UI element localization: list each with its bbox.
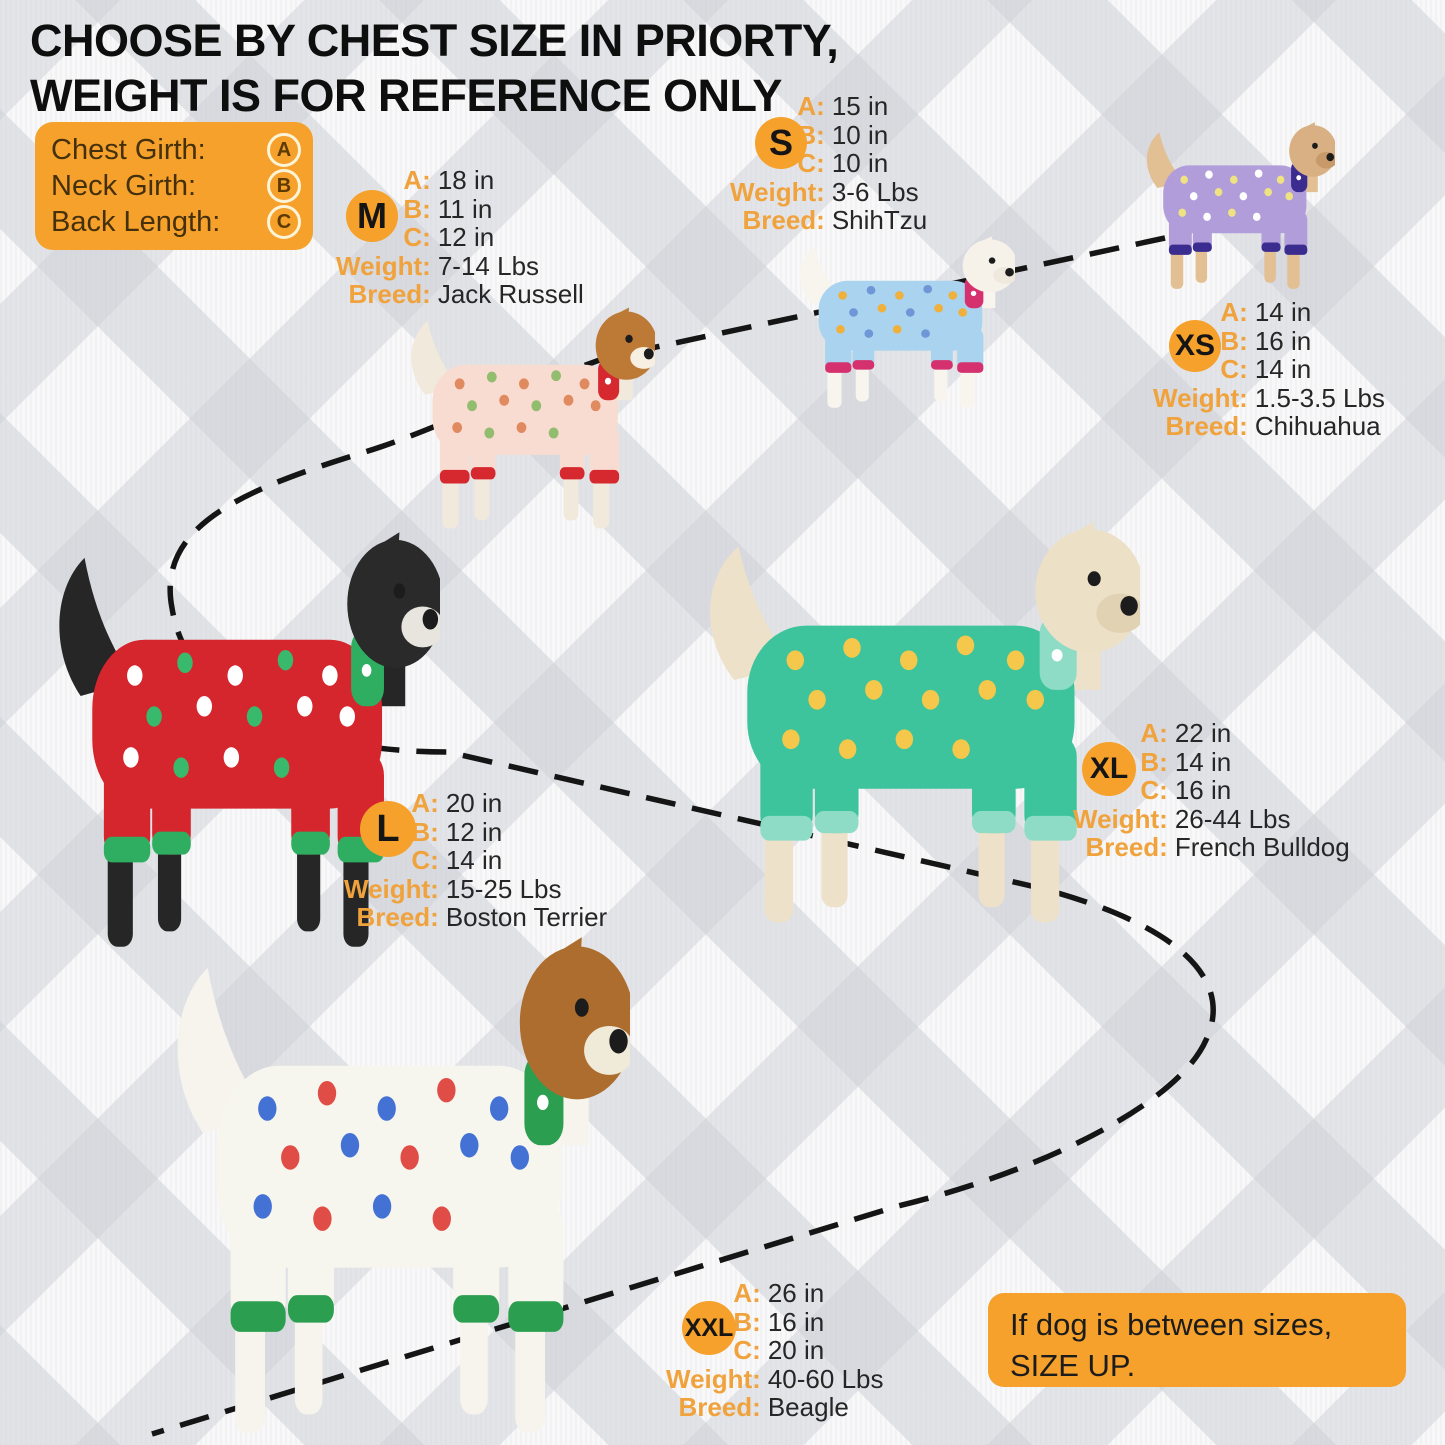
size-xs-rows: A: 14 in B: 16 in C: 14 in Weight: 1.5-3.5 L…	[1153, 298, 1385, 441]
weight-value: 3-6 Lbs	[831, 176, 919, 207]
size-s-rows: A: 15 in B: 10 in C: 10 in Weight: 3-6 Lbs B…	[730, 92, 927, 235]
letter-c-icon: C	[267, 205, 301, 239]
back-value: 10 in	[831, 148, 889, 178]
chest-label: A:	[1140, 718, 1168, 748]
breed-label: Breed:	[1085, 832, 1168, 862]
weight-value: 7-14 Lbs	[437, 250, 540, 281]
dog-beagle-illustration	[125, 925, 630, 1445]
size-up-note-line1: If dog is between sizes,	[1010, 1307, 1333, 1342]
chest-label: A:	[1220, 297, 1248, 327]
back-label: C:	[403, 222, 431, 252]
neck-label: B:	[733, 1306, 761, 1337]
page-title-line2: WEIGHT IS FOR REFERENCE ONLY	[30, 69, 782, 121]
dog-jack-russell-illustration	[383, 302, 655, 534]
size-l-rows: A: 20 in B: 12 in C: 14 in Weight: 15-25 Lbs…	[344, 789, 607, 932]
neck-label: B:	[411, 816, 439, 847]
chest-label: A:	[411, 788, 439, 818]
size-badge-xs: XS	[1169, 320, 1221, 372]
size-info-s: S A: 15 in B: 10 in C: 10 in Weight: 3-6 Lbs…	[730, 92, 927, 235]
breed-label: Breed:	[678, 1392, 761, 1422]
dog-chihuahua-illustration	[1125, 118, 1335, 293]
chest-value: 26 in	[767, 1278, 825, 1308]
breed-label: Breed:	[1165, 411, 1248, 441]
weight-value: 40-60 Lbs	[767, 1363, 884, 1394]
dog-shihtzu-illustration	[775, 232, 1015, 412]
page-title: CHOOSE BY CHEST SIZE IN PRIORTY, WEIGHT …	[30, 14, 839, 124]
weight-value: 1.5-3.5 Lbs	[1254, 382, 1385, 413]
measurement-legend: Chest Girth: A Neck Girth: B Back Length…	[35, 122, 313, 250]
weight-value: 26-44 Lbs	[1174, 803, 1291, 834]
neck-label: B:	[1220, 325, 1248, 356]
weight-label: Weight:	[1153, 382, 1248, 413]
weight-value: 15-25 Lbs	[445, 873, 562, 904]
back-length-label: Back Length:	[51, 205, 221, 238]
back-value: 20 in	[767, 1335, 825, 1365]
breed-value: Chihuahua	[1254, 411, 1381, 441]
weight-label: Weight:	[730, 176, 825, 207]
chest-value: 20 in	[445, 788, 503, 818]
neck-value: 11 in	[437, 193, 493, 224]
breed-value: Boston Terrier	[445, 902, 608, 932]
chest-label: A:	[797, 91, 825, 121]
neck-value: 14 in	[1174, 746, 1232, 777]
chest-girth-label: Chest Girth:	[51, 133, 206, 166]
size-badge-m: M	[346, 190, 398, 242]
letter-a-icon: A	[267, 133, 301, 167]
breed-value: French Bulldog	[1174, 832, 1350, 862]
letter-b-icon: B	[267, 169, 301, 203]
size-m-rows: A: 18 in B: 11 in C: 12 in Weight: 7-14 Lbs …	[336, 166, 584, 309]
neck-value: 10 in	[831, 119, 889, 150]
size-up-note-line2: SIZE UP.	[1010, 1347, 1136, 1383]
chest-value: 18 in	[437, 165, 495, 195]
weight-label: Weight:	[344, 873, 439, 904]
size-badge-l: L	[360, 801, 416, 857]
neck-label: B:	[1140, 746, 1168, 777]
neck-girth-label: Neck Girth:	[51, 169, 197, 202]
breed-value: Beagle	[767, 1392, 849, 1422]
breed-label: Breed:	[742, 205, 825, 235]
back-value: 14 in	[445, 845, 503, 875]
dog-french-bulldog-illustration	[660, 512, 1140, 932]
breed-label: Breed:	[356, 902, 439, 932]
weight-label: Weight:	[666, 1363, 761, 1394]
neck-value: 12 in	[445, 816, 503, 847]
chest-label: A:	[403, 165, 431, 195]
back-label: C:	[733, 1335, 761, 1365]
size-badge-xl: XL	[1082, 742, 1136, 796]
neck-value: 16 in	[767, 1306, 825, 1337]
size-info-m: M A: 18 in B: 11 in C: 12 in Weight: 7-14 Lb…	[336, 166, 584, 309]
legend-row-neck: Neck Girth: B	[51, 168, 301, 204]
weight-label: Weight:	[1073, 803, 1168, 834]
weight-label: Weight:	[336, 250, 431, 281]
chest-label: A:	[733, 1278, 761, 1308]
back-value: 12 in	[437, 222, 495, 252]
size-info-xs: XS A: 14 in B: 16 in C: 14 in Weight: 1.5-3.…	[1153, 298, 1385, 441]
page-title-line1: CHOOSE BY CHEST SIZE IN PRIORTY,	[30, 15, 839, 66]
chest-value: 15 in	[831, 91, 889, 121]
legend-row-back: Back Length: C	[51, 204, 301, 240]
legend-row-chest: Chest Girth: A	[51, 132, 301, 168]
size-info-l: L A: 20 in B: 12 in C: 14 in Weight: 15-25 L…	[344, 789, 607, 932]
neck-label: B:	[403, 193, 431, 224]
back-label: C:	[1140, 775, 1168, 805]
breed-value: Jack Russell	[437, 279, 584, 309]
size-badge-s: S	[755, 117, 807, 169]
size-info-xxl: XXL A: 26 in B: 16 in C: 20 in Weight: 40-60…	[666, 1279, 884, 1422]
back-label: C:	[411, 845, 439, 875]
back-value: 16 in	[1174, 775, 1232, 805]
back-label: C:	[1220, 354, 1248, 384]
size-up-note: If dog is between sizes, SIZE UP.	[988, 1293, 1406, 1387]
chest-value: 14 in	[1254, 297, 1312, 327]
breed-label: Breed:	[348, 279, 431, 309]
size-xl-rows: A: 22 in B: 14 in C: 16 in Weight: 26-44 Lbs…	[1073, 719, 1350, 862]
size-info-xl: XL A: 22 in B: 14 in C: 16 in Weight: 26-44 …	[1073, 719, 1350, 862]
breed-value: ShihTzu	[831, 205, 928, 235]
back-value: 14 in	[1254, 354, 1312, 384]
neck-value: 16 in	[1254, 325, 1312, 356]
size-badge-xxl: XXL	[682, 1301, 736, 1355]
size-xxl-rows: A: 26 in B: 16 in C: 20 in Weight: 40-60 Lbs…	[666, 1279, 884, 1422]
chest-value: 22 in	[1174, 718, 1232, 748]
